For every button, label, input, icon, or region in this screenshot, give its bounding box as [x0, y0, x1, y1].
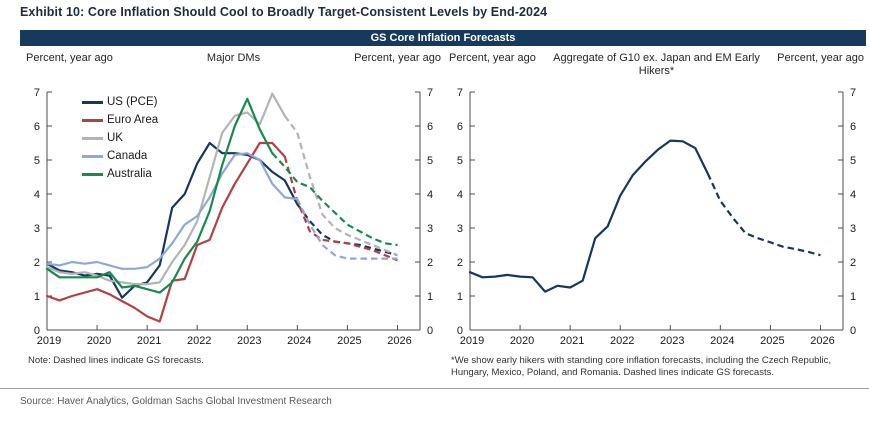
- svg-text:0: 0: [457, 325, 463, 337]
- major-dms-plot-area: 0 0 1 1 2 2 3 3 4 4 5 5 6 6 7 7 2019 2020 2021 2022 2023 2024…: [20, 82, 443, 354]
- chart-panel-g10: Percent, year ago Aggregate of G10 ex. J…: [443, 49, 866, 379]
- major-dms-header: Percent, year ago Major DMs Percent, yea…: [20, 49, 443, 82]
- svg-text:7: 7: [427, 87, 433, 99]
- y-axis-caption-right: Percent, year ago: [777, 52, 864, 64]
- exhibit-title: Exhibit 10: Core Inflation Should Cool t…: [20, 5, 548, 19]
- svg-text:4: 4: [457, 189, 463, 201]
- svg-text:2022: 2022: [187, 335, 211, 347]
- svg-text:2021: 2021: [560, 335, 584, 347]
- svg-text:2025: 2025: [337, 335, 361, 347]
- svg-text:0: 0: [34, 325, 40, 337]
- g10-chart-title: Aggregate of G10 ex. Japan and EM Early …: [553, 52, 760, 77]
- legend-item: Euro Area: [82, 111, 158, 129]
- svg-text:6: 6: [427, 121, 433, 133]
- g10-header: Percent, year ago Aggregate of G10 ex. J…: [443, 49, 866, 82]
- svg-text:2024: 2024: [287, 335, 311, 347]
- legend-label: UK: [107, 132, 123, 144]
- charts-row: Percent, year ago Major DMs Percent, yea…: [20, 49, 866, 379]
- exhibit-page: Exhibit 10: Core Inflation Should Cool t…: [0, 5, 869, 424]
- legend-label: Euro Area: [107, 114, 159, 126]
- y-axis-caption-left: Percent, year ago: [449, 52, 536, 64]
- svg-text:5: 5: [850, 155, 856, 167]
- y-axis-caption-left: Percent, year ago: [26, 52, 113, 64]
- svg-text:4: 4: [34, 189, 40, 201]
- svg-text:1: 1: [850, 291, 856, 303]
- svg-text:6: 6: [34, 121, 40, 133]
- svg-text:4: 4: [427, 189, 433, 201]
- svg-text:2019: 2019: [37, 335, 61, 347]
- svg-text:2026: 2026: [810, 335, 834, 347]
- svg-text:2019: 2019: [460, 335, 484, 347]
- g10-footnote: *We show early hikers with standing core…: [451, 355, 832, 378]
- legend-swatch: [82, 100, 103, 104]
- svg-text:2023: 2023: [660, 335, 684, 347]
- svg-text:2020: 2020: [87, 335, 111, 347]
- svg-text:3: 3: [34, 223, 40, 235]
- svg-text:3: 3: [457, 223, 463, 235]
- legend-label: Canada: [107, 150, 148, 162]
- svg-text:2: 2: [457, 257, 463, 269]
- legend-item: UK: [82, 129, 158, 147]
- svg-text:5: 5: [457, 155, 463, 167]
- major-dms-note: Note: Dashed lines indicate GS forecasts…: [28, 355, 204, 366]
- svg-text:2021: 2021: [137, 335, 161, 347]
- legend-item: Australia: [82, 165, 158, 183]
- legend-item: US (PCE): [82, 93, 158, 111]
- svg-text:6: 6: [457, 121, 463, 133]
- legend-swatch: [82, 154, 103, 158]
- chart-group-banner: GS Core Inflation Forecasts: [20, 30, 866, 46]
- svg-text:1: 1: [34, 291, 40, 303]
- svg-text:7: 7: [457, 87, 463, 99]
- major-dms-chart: 0 0 1 1 2 2 3 3 4 4 5 5 6 6 7 7 2019 2020 2021 2022 2023 2024…: [34, 87, 433, 347]
- svg-text:2023: 2023: [237, 335, 261, 347]
- svg-text:0: 0: [427, 325, 433, 337]
- divider: [0, 387, 869, 389]
- svg-text:5: 5: [34, 155, 40, 167]
- svg-text:7: 7: [850, 87, 856, 99]
- source-attribution: Source: Haver Analytics, Goldman Sachs G…: [20, 395, 332, 407]
- svg-text:2026: 2026: [387, 335, 411, 347]
- major-dms-legend: US (PCE) Euro Area UK Canada Australia: [82, 93, 158, 183]
- svg-text:2024: 2024: [710, 335, 734, 347]
- svg-text:3: 3: [850, 223, 856, 235]
- svg-text:2022: 2022: [610, 335, 634, 347]
- legend-swatch: [82, 118, 103, 122]
- svg-text:2025: 2025: [760, 335, 784, 347]
- svg-text:7: 7: [34, 87, 40, 99]
- g10-plot-area: 0 0 1 1 2 2 3 3 4 4 5 5 6 6 7 7 2019 2020 2021 2022 2023 2024…: [443, 82, 866, 354]
- svg-text:6: 6: [850, 121, 856, 133]
- legend-swatch: [82, 172, 103, 176]
- svg-text:2: 2: [427, 257, 433, 269]
- legend-label: Australia: [107, 168, 152, 180]
- y-axis-caption-right: Percent, year ago: [354, 52, 441, 64]
- svg-text:0: 0: [850, 325, 856, 337]
- chart-panel-major-dms: Percent, year ago Major DMs Percent, yea…: [20, 49, 443, 379]
- svg-text:3: 3: [427, 223, 433, 235]
- svg-text:5: 5: [427, 155, 433, 167]
- g10-chart: 0 0 1 1 2 2 3 3 4 4 5 5 6 6 7 7 2019 2020 2021 2022 2023 2024…: [457, 87, 856, 347]
- legend-label: US (PCE): [107, 96, 158, 108]
- legend-swatch: [82, 136, 103, 140]
- svg-text:2020: 2020: [510, 335, 534, 347]
- svg-text:2: 2: [34, 257, 40, 269]
- svg-text:4: 4: [850, 189, 856, 201]
- svg-text:1: 1: [427, 291, 433, 303]
- legend-item: Canada: [82, 147, 158, 165]
- svg-text:2: 2: [850, 257, 856, 269]
- svg-text:1: 1: [457, 291, 463, 303]
- major-dms-chart-title: Major DMs: [206, 52, 261, 64]
